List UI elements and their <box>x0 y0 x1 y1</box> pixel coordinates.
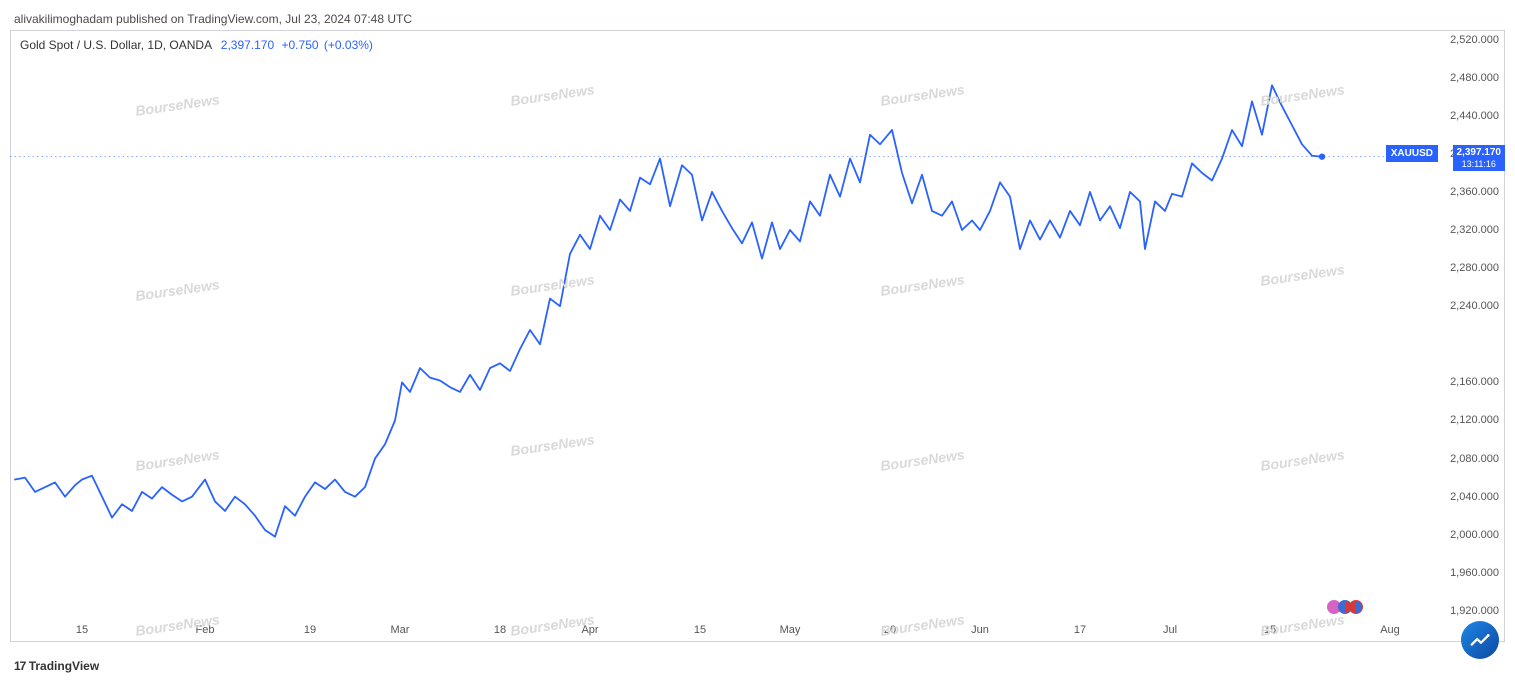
y-axis[interactable]: 2,520.0002,480.0002,440.0002,400.0002,36… <box>1430 30 1505 630</box>
x-tick-label: 17 <box>1074 624 1086 636</box>
y-tick-label: 2,520.000 <box>1450 34 1499 46</box>
chart-symbol-info[interactable]: Gold Spot / U.S. Dollar, 1D, OANDA 2,397… <box>20 38 373 52</box>
current-price: 2,397.170 <box>221 38 274 52</box>
x-tick-label: Mar <box>391 624 410 636</box>
y-tick-label: 1,960.000 <box>1450 567 1499 579</box>
brand-icon: 17 <box>14 659 25 673</box>
x-tick-label: Jun <box>971 624 989 636</box>
x-axis[interactable]: 15 Feb 19 Mar 18 Apr 15 May 20 Jun 17 Jul 15 Aug <box>10 619 1430 639</box>
brand-text: TradingView <box>29 659 99 673</box>
x-tick-label: 15 <box>76 624 88 636</box>
y-tick-label: 1,920.000 <box>1450 605 1499 617</box>
tradingview-logo[interactable]: 17 TradingView <box>14 659 99 673</box>
y-tick-label: 2,320.000 <box>1450 224 1499 236</box>
x-tick-label: Aug <box>1380 624 1400 636</box>
indicator-circles[interactable] <box>1330 600 1363 614</box>
price-change: +0.750 <box>282 38 319 52</box>
x-tick-label: 15 <box>694 624 706 636</box>
x-tick-label: Apr <box>581 624 598 636</box>
x-tick-label: 20 <box>884 624 896 636</box>
chart-plot-area[interactable] <box>10 30 1430 630</box>
y-tick-label: 2,360.000 <box>1450 186 1499 198</box>
y-tick-label: 2,480.000 <box>1450 72 1499 84</box>
y-tick-label: 2,280.000 <box>1450 262 1499 274</box>
x-tick-label: 19 <box>304 624 316 636</box>
publish-header: alivakilimoghadam published on TradingVi… <box>14 12 412 26</box>
y-tick-label: 2,120.000 <box>1450 414 1499 426</box>
y-tick-label: 2,440.000 <box>1450 110 1499 122</box>
y-tick-label: 2,080.000 <box>1450 453 1499 465</box>
circular-badge-icon[interactable] <box>1461 621 1499 659</box>
price-axis-value-tag: 2,397.17013:11:16 <box>1453 145 1506 172</box>
x-tick-label: 15 <box>1264 624 1276 636</box>
symbol-text: Gold Spot / U.S. Dollar, 1D, OANDA <box>20 38 211 52</box>
price-change-pct: (+0.03%) <box>324 38 373 52</box>
x-tick-label: May <box>780 624 801 636</box>
y-tick-label: 2,240.000 <box>1450 300 1499 312</box>
x-tick-label: Jul <box>1163 624 1177 636</box>
y-tick-label: 2,040.000 <box>1450 491 1499 503</box>
x-tick-label: Feb <box>196 624 215 636</box>
x-tick-label: 18 <box>494 624 506 636</box>
y-tick-label: 2,160.000 <box>1450 376 1499 388</box>
price-axis-symbol-tag: XAUUSD <box>1386 145 1438 162</box>
y-tick-label: 2,000.000 <box>1450 529 1499 541</box>
price-line-chart <box>10 30 1430 630</box>
